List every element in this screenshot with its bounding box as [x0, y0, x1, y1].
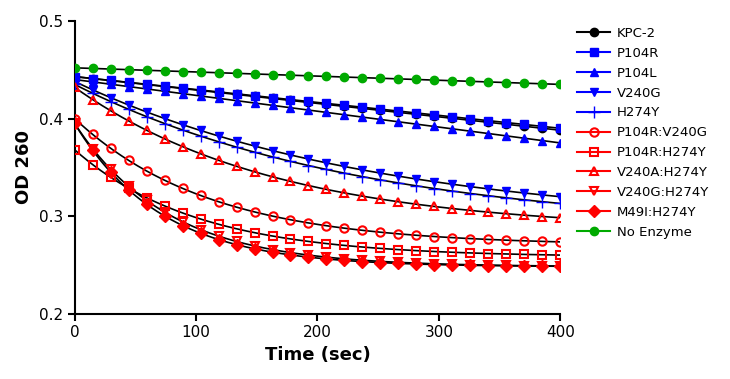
X-axis label: Time (sec): Time (sec)	[264, 346, 370, 364]
Y-axis label: OD 260: OD 260	[15, 130, 33, 204]
Legend: KPC-2, P104R, P104L, V240G, H274Y, P104R:V240G, P104R:H274Y, V240A:H274Y, V240G:: KPC-2, P104R, P104L, V240G, H274Y, P104R…	[572, 22, 714, 244]
